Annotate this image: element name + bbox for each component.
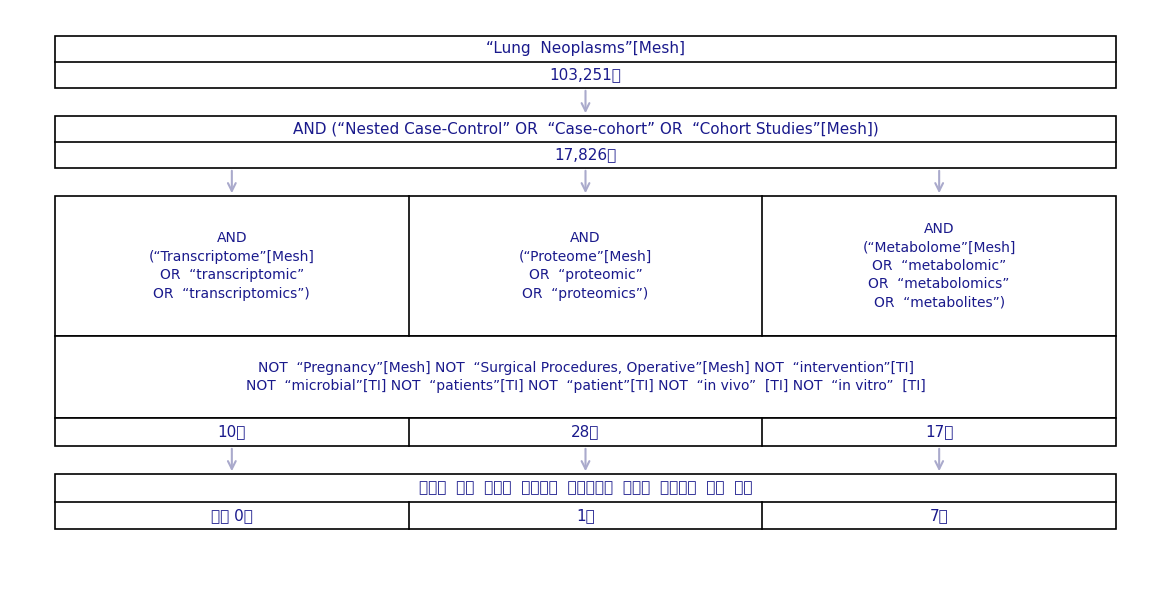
- Bar: [55, 336, 1116, 418]
- Text: AND (“Nested Case-Control” OR  “Case-cohort” OR  “Cohort Studies”[Mesh]): AND (“Nested Case-Control” OR “Case-coho…: [293, 121, 878, 136]
- Text: 17건: 17건: [925, 424, 953, 439]
- Text: 초록과  논문  내용을  파악하여  시스템역학  내용과  부적합한  논문  제외: 초록과 논문 내용을 파악하여 시스템역학 내용과 부적합한 논문 제외: [419, 480, 752, 495]
- Text: 최종 0건: 최종 0건: [211, 508, 253, 523]
- Text: AND
(“Metabolome”[Mesh]
OR  “metabolomic”
OR  “metabolomics”
OR  “metabolites”): AND (“Metabolome”[Mesh] OR “metabolomic”…: [863, 222, 1016, 310]
- Bar: [55, 116, 1116, 168]
- Bar: [55, 474, 1116, 529]
- Text: 103,251건: 103,251건: [549, 67, 622, 82]
- Text: 10건: 10건: [218, 424, 246, 439]
- Text: “Lung  Neoplasms”[Mesh]: “Lung Neoplasms”[Mesh]: [486, 41, 685, 56]
- Text: AND
(“Proteome”[Mesh]
OR  “proteomic”
OR  “proteomics”): AND (“Proteome”[Mesh] OR “proteomic” OR …: [519, 231, 652, 301]
- Text: 17,826건: 17,826건: [554, 147, 617, 162]
- Text: 7건: 7건: [930, 508, 949, 523]
- Bar: [55, 36, 1116, 88]
- Bar: [55, 418, 1116, 446]
- Text: 28건: 28건: [571, 424, 600, 439]
- Text: 1건: 1건: [576, 508, 595, 523]
- Bar: [55, 196, 1116, 336]
- Text: NOT  “Pregnancy”[Mesh] NOT  “Surgical Procedures, Operative”[Mesh] NOT  “interve: NOT “Pregnancy”[Mesh] NOT “Surgical Proc…: [246, 361, 925, 393]
- Text: AND
(“Transcriptome”[Mesh]
OR  “transcriptomic”
OR  “transcriptomics”): AND (“Transcriptome”[Mesh] OR “transcrip…: [149, 231, 315, 301]
